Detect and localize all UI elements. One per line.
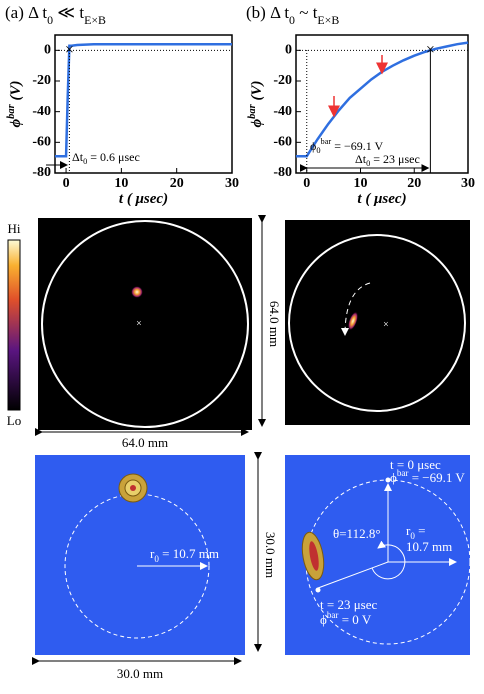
x-axis-label: t ( μsec) bbox=[119, 191, 168, 207]
colorbar-label: Lo bbox=[7, 413, 21, 428]
text-part: bar bbox=[321, 137, 332, 146]
angle-label: θ=112.8° bbox=[333, 526, 381, 541]
text-part: bar bbox=[397, 468, 409, 478]
point bbox=[316, 588, 321, 593]
text-part: t ( μsec) bbox=[119, 191, 168, 207]
text-part: = −69.1 V bbox=[408, 470, 465, 485]
dimension-label: 30.0 mm bbox=[117, 666, 163, 681]
text-part: bar bbox=[327, 610, 339, 620]
x-tick-label: 10 bbox=[114, 176, 128, 191]
text-part: = bbox=[415, 523, 426, 538]
chart-title: (b) Δ t0 ~ tE×B bbox=[246, 3, 339, 27]
text-part: E×B bbox=[84, 13, 106, 27]
text-part: ≪ t bbox=[53, 3, 84, 22]
y-tick-label: -20 bbox=[273, 73, 292, 88]
y-tick-label: -60 bbox=[273, 135, 292, 150]
dimension-label: 64.0 mm bbox=[267, 301, 282, 347]
text-part: ϕ bbox=[249, 119, 265, 128]
x-tick-label: 20 bbox=[407, 176, 421, 191]
text-part: t ( μsec) bbox=[357, 191, 406, 207]
colorbar-label: Hi bbox=[8, 221, 21, 236]
dimension-label: 30.0 mm bbox=[263, 532, 278, 578]
data-line bbox=[55, 44, 232, 156]
text-part: ~ t bbox=[295, 3, 318, 22]
text-part: θ=112.8° bbox=[333, 526, 381, 541]
text-part: bar bbox=[247, 103, 258, 119]
image-panel bbox=[285, 220, 470, 425]
text-part: (a) Δ t bbox=[5, 3, 47, 22]
y-tick-label: -40 bbox=[32, 104, 51, 119]
cross-mark: × bbox=[65, 42, 74, 59]
figure: × × (a) Δ t0 ≪ tE×Bt ( μsec)ϕbar (V)-80-… bbox=[0, 0, 484, 689]
y-tick-label: -80 bbox=[273, 165, 292, 180]
dimension-label: 64.0 mm bbox=[122, 435, 168, 450]
text-part: = 0.6 μsec bbox=[87, 150, 140, 164]
text-part: 10.7 mm bbox=[406, 539, 452, 554]
y-tick-label: -20 bbox=[32, 73, 51, 88]
x-axis-label: t ( μsec) bbox=[357, 191, 406, 207]
colorbar bbox=[8, 240, 20, 410]
contour-core bbox=[130, 485, 136, 491]
y-axis-label: ϕbar (V) bbox=[247, 80, 266, 127]
text-part: (b) Δ t bbox=[246, 3, 289, 22]
cross-mark: × bbox=[426, 42, 435, 59]
text-part: = 0 V bbox=[338, 612, 371, 627]
y-tick-label: 0 bbox=[44, 43, 51, 58]
text-part: = 23 μsec bbox=[370, 152, 420, 166]
text-part: 0 bbox=[316, 146, 320, 155]
chart-title: (a) Δ t0 ≪ tE×B bbox=[5, 3, 106, 27]
spot bbox=[131, 286, 143, 298]
text-part: = 10.7 mm bbox=[159, 546, 219, 561]
radius-label: 10.7 mm bbox=[406, 539, 452, 554]
center-mark: × bbox=[136, 318, 142, 329]
text-part: ϕ bbox=[8, 119, 24, 128]
text-part: Δt bbox=[355, 152, 367, 166]
text-part: E×B bbox=[317, 13, 339, 27]
x-tick-label: 0 bbox=[63, 176, 70, 191]
text-part: Δt bbox=[72, 150, 84, 164]
y-axis-label: ϕbar (V) bbox=[6, 80, 25, 127]
annotation: Δt0 = 0.6 μsec bbox=[72, 150, 140, 167]
text-part: = −69.1 V bbox=[331, 139, 383, 153]
image-panel bbox=[38, 218, 252, 430]
text-part: bar bbox=[6, 103, 17, 119]
y-tick-label: -80 bbox=[32, 165, 51, 180]
y-tick-label: 0 bbox=[285, 43, 292, 58]
x-tick-label: 20 bbox=[170, 176, 184, 191]
text-part: (V) bbox=[8, 80, 24, 104]
y-tick-label: -40 bbox=[273, 104, 292, 119]
x-tick-label: 0 bbox=[303, 176, 310, 191]
y-tick-label: -60 bbox=[32, 135, 51, 150]
annotation: Δt0 = 23 μsec bbox=[355, 152, 420, 169]
text-part: (V) bbox=[249, 80, 265, 104]
x-tick-label: 10 bbox=[354, 176, 368, 191]
x-tick-label: 30 bbox=[225, 176, 239, 191]
x-tick-label: 30 bbox=[461, 176, 475, 191]
center-mark: × bbox=[383, 319, 389, 330]
